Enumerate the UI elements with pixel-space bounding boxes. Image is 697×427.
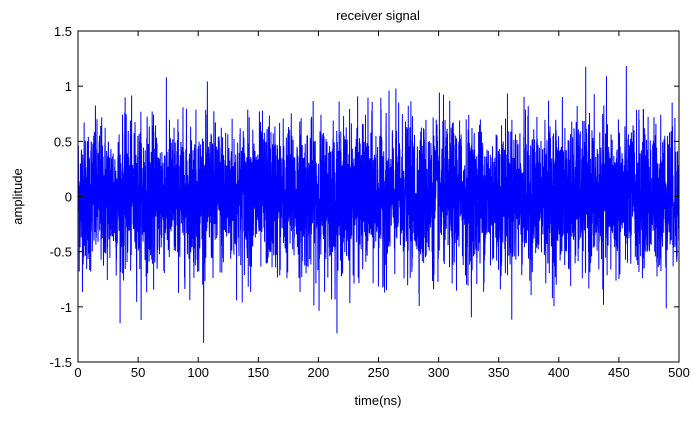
x-tick-label: 200 <box>308 365 330 380</box>
x-tick-label: 450 <box>608 365 630 380</box>
x-tick-label: 400 <box>548 365 570 380</box>
y-tick-label: 1.5 <box>54 24 72 39</box>
signal-line <box>78 66 679 343</box>
y-tick-label: 0.5 <box>54 134 72 149</box>
x-axis: 0 50 100 150 200 250 300 350 400 450 500 <box>74 31 690 380</box>
y-tick-label: -1.5 <box>50 355 72 370</box>
x-tick-label: 250 <box>368 365 390 380</box>
y-tick-label: 0 <box>65 190 72 205</box>
signal-series <box>78 66 679 343</box>
x-tick-label: 300 <box>428 365 450 380</box>
chart-title: receiver signal <box>336 8 420 23</box>
x-tick-label: 150 <box>247 365 269 380</box>
x-tick-label: 100 <box>187 365 209 380</box>
x-tick-label: 0 <box>74 365 81 380</box>
x-tick-label: 50 <box>131 365 145 380</box>
y-axis: -1.5 -1 -0.5 0 0.5 1 1.5 <box>50 24 679 370</box>
y-axis-label: amplitude <box>10 168 25 224</box>
y-tick-label: 1 <box>65 79 72 94</box>
x-axis-label: time(ns) <box>355 393 402 408</box>
x-tick-label: 350 <box>488 365 510 380</box>
y-tick-label: -0.5 <box>50 245 72 260</box>
x-tick-label: 500 <box>668 365 690 380</box>
y-tick-label: -1 <box>60 300 72 315</box>
